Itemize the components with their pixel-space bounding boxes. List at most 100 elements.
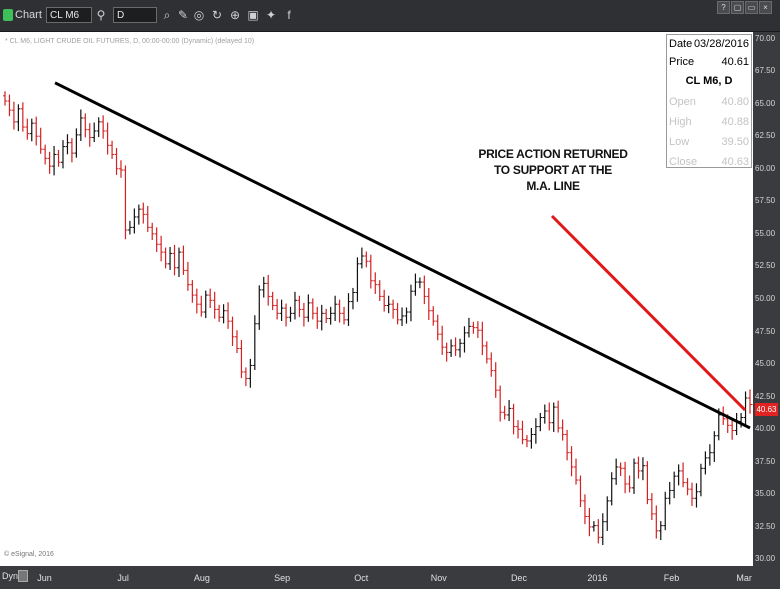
ohlc-bar bbox=[547, 402, 552, 431]
ohlc-bar bbox=[609, 472, 614, 506]
ohlc-bar bbox=[489, 352, 494, 377]
pencil-icon[interactable]: ✎ bbox=[177, 8, 189, 22]
ohlc-bar bbox=[480, 321, 485, 356]
ohlc-bar bbox=[685, 478, 690, 496]
ohlc-bar bbox=[333, 295, 338, 322]
ohlc-bar bbox=[574, 458, 579, 485]
y-tick-label: 47.50 bbox=[755, 326, 776, 336]
ohlc-bar bbox=[230, 316, 235, 347]
ohlc-bar bbox=[386, 295, 391, 314]
minimize-button[interactable]: ▭ bbox=[745, 1, 758, 14]
y-tick-label: 30.00 bbox=[755, 554, 776, 564]
plot-area[interactable]: * CL M6, LIGHT CRUDE OIL FUTURES, D, 00:… bbox=[0, 32, 753, 566]
ohlc-bar bbox=[319, 304, 324, 331]
twitter-icon[interactable]: ✦ bbox=[265, 8, 277, 22]
info-close-row: Close 40.63 bbox=[667, 153, 751, 171]
copyright-text: © eSignal, 2016 bbox=[4, 551, 54, 558]
ohlc-bar bbox=[194, 288, 199, 314]
ohlc-bar bbox=[56, 149, 61, 167]
time-axis[interactable]: Dyn Jun Jul Aug Sep Oct Nov Dec 2016 Feb Mar bbox=[0, 566, 780, 589]
y-tick-label: 57.50 bbox=[755, 196, 776, 206]
search-icon[interactable]: ⌕ bbox=[163, 8, 171, 22]
ohlc-bar bbox=[395, 302, 400, 325]
ohlc-bar bbox=[16, 104, 21, 132]
ohlc-bar bbox=[605, 496, 610, 531]
ohlc-bar bbox=[600, 513, 605, 546]
close-button[interactable]: × bbox=[759, 1, 772, 14]
ohlc-bar bbox=[324, 308, 329, 324]
ohlc-bar bbox=[569, 446, 574, 477]
y-tick-label: 40.00 bbox=[755, 424, 776, 434]
ohlc-bar bbox=[462, 326, 467, 353]
ohlc-bar bbox=[698, 463, 703, 497]
ohlc-bar bbox=[221, 304, 226, 324]
info-high-label: High bbox=[669, 116, 692, 128]
resistance-trendline[interactable] bbox=[54, 81, 751, 430]
ohlc-bar bbox=[560, 419, 565, 441]
ohlc-bar bbox=[328, 306, 333, 325]
info-price-value: 40.61 bbox=[721, 56, 749, 68]
cursor-info-box: Date 03/28/2016 Price 40.61 CL M6, D Ope… bbox=[666, 34, 752, 168]
ohlc-bar bbox=[243, 367, 248, 387]
ohlc-bar bbox=[284, 303, 289, 327]
dyn-toggle[interactable] bbox=[18, 570, 28, 582]
app-logo-icon bbox=[3, 9, 13, 21]
facebook-icon[interactable]: f bbox=[287, 8, 291, 22]
y-tick-label: 70.00 bbox=[755, 33, 776, 43]
last-price-tag: 40.63 bbox=[755, 403, 778, 416]
ohlc-bar bbox=[475, 321, 480, 338]
info-high-value: 40.88 bbox=[721, 116, 749, 128]
ohlc-bar bbox=[404, 307, 409, 324]
ohlc-bar bbox=[458, 338, 463, 358]
ohlc-bar bbox=[181, 245, 186, 275]
ohlc-bar bbox=[190, 280, 195, 303]
ohlc-bar bbox=[582, 494, 587, 525]
zoom-in-icon[interactable]: ⊕ bbox=[229, 8, 241, 22]
ohlc-bar bbox=[346, 293, 351, 326]
x-tick-label: Aug bbox=[193, 573, 210, 583]
ohlc-bar bbox=[297, 295, 302, 318]
symbol-input[interactable]: CL M6 bbox=[46, 7, 92, 23]
info-date-label: Date bbox=[669, 38, 693, 50]
info-low-label: Low bbox=[669, 136, 690, 148]
ohlc-bar bbox=[435, 314, 440, 341]
ohlc-bar bbox=[556, 400, 561, 433]
ohlc-bar bbox=[520, 420, 525, 445]
ohlc-bar bbox=[29, 118, 34, 142]
ohlc-bar bbox=[413, 273, 418, 296]
info-open-value: 40.80 bbox=[721, 96, 749, 108]
ohlc-bar bbox=[752, 403, 753, 405]
price-chart[interactable] bbox=[0, 32, 753, 566]
ohlc-bar bbox=[11, 101, 16, 130]
ohlc-bar bbox=[359, 247, 364, 269]
ohlc-bar bbox=[596, 519, 601, 544]
ohlc-bar bbox=[426, 287, 431, 320]
info-price-label: Price bbox=[669, 56, 695, 68]
ohlc-bar bbox=[105, 122, 110, 155]
price-axis[interactable]: 30.00 32.50 35.00 37.50 40.00 42.50 45.00 47.50… bbox=[753, 32, 780, 566]
x-tick-label: Nov bbox=[430, 573, 447, 583]
ohlc-bar bbox=[417, 277, 422, 289]
ohlc-bar bbox=[163, 247, 168, 269]
refresh-icon[interactable]: ↻ bbox=[211, 8, 223, 22]
info-open-row: Open 40.80 bbox=[667, 93, 751, 111]
ohlc-bar bbox=[132, 208, 137, 234]
ohlc-bar bbox=[145, 205, 150, 232]
ohlc-bar bbox=[292, 291, 297, 320]
ohlc-bar bbox=[551, 402, 556, 432]
info-symbol-row: CL M6, D bbox=[667, 72, 751, 90]
ohlc-bar bbox=[690, 482, 695, 506]
ohlc-bar bbox=[466, 317, 471, 338]
help-button[interactable]: ? bbox=[717, 1, 730, 14]
ohlc-bar bbox=[52, 145, 57, 176]
ohlc-bar bbox=[663, 491, 668, 531]
image-icon[interactable]: ▣ bbox=[247, 8, 259, 22]
link-icon[interactable]: ⚲ bbox=[96, 8, 106, 22]
zoom-icon[interactable]: ◎ bbox=[193, 8, 205, 22]
ohlc-bar bbox=[101, 115, 106, 139]
interval-select[interactable]: D bbox=[113, 7, 157, 23]
ohlc-bar bbox=[618, 462, 623, 477]
restore-button[interactable]: ▢ bbox=[731, 1, 744, 14]
ohlc-bar bbox=[208, 288, 213, 308]
ohlc-bar bbox=[382, 289, 387, 312]
